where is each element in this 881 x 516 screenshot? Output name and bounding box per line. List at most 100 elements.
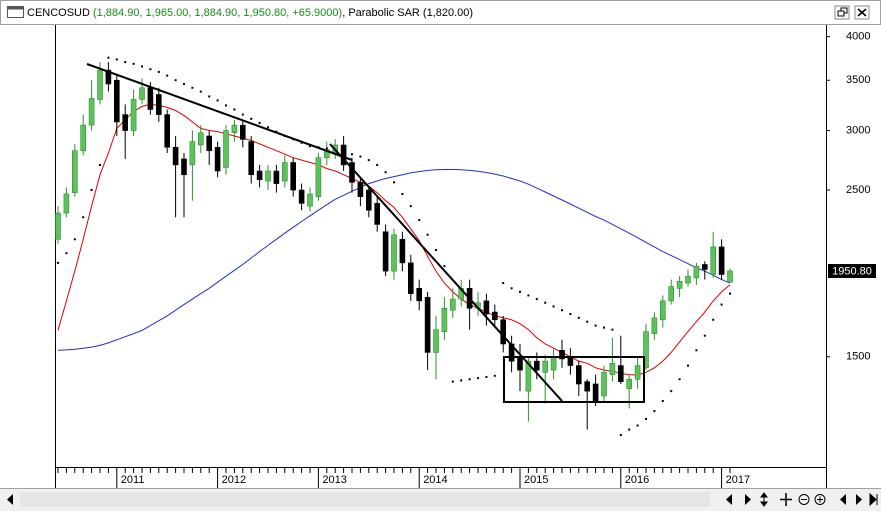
candle-body — [525, 360, 532, 392]
sar-dot — [729, 292, 731, 295]
candle-body — [685, 275, 691, 284]
candle-body — [668, 286, 675, 302]
candle-body — [601, 372, 607, 397]
sar-dot — [141, 65, 143, 68]
sar-dot — [99, 163, 101, 166]
sar-dot — [485, 375, 488, 378]
sar-dot — [477, 377, 479, 380]
sar-dot — [132, 62, 135, 65]
y-tick-label: 3500 — [846, 74, 870, 86]
pan-icon[interactable] — [780, 493, 792, 506]
candle-body — [416, 288, 423, 302]
candle-body — [181, 158, 187, 176]
scroll-left-glyph[interactable] — [7, 494, 13, 505]
x-tick-label: 2012 — [222, 474, 246, 486]
candle-body — [449, 298, 456, 311]
x-tick-label: 2015 — [524, 474, 548, 486]
indicator-label: , Parabolic SAR (1,820.00) — [342, 7, 473, 19]
candle-body — [357, 181, 364, 197]
x-tick-label: 2013 — [322, 474, 346, 486]
restore-glyph[interactable] — [837, 10, 845, 17]
candle-body — [424, 296, 431, 353]
candle-body — [323, 149, 330, 159]
zoom-minus-icon[interactable] — [798, 494, 810, 505]
sar-dot — [107, 56, 110, 59]
x-tick-label: 2017 — [726, 474, 750, 486]
candle-body — [114, 79, 120, 123]
candle-body — [533, 360, 540, 371]
candle-body — [584, 381, 591, 392]
y-tick-label: 4000 — [846, 31, 870, 43]
close-button[interactable] — [854, 5, 870, 20]
sar-dot — [628, 428, 631, 431]
candle-body — [265, 170, 271, 182]
restore-button[interactable] — [834, 5, 850, 20]
candle-body — [676, 281, 683, 289]
sar-dot — [149, 68, 152, 71]
sar-dot — [250, 117, 253, 120]
vertical-scale-icon[interactable] — [760, 492, 768, 507]
sar-dot — [342, 150, 345, 153]
sar-dot — [115, 58, 118, 61]
sar-dot — [57, 261, 59, 264]
zoom-out-icon[interactable] — [726, 494, 732, 505]
candle-body — [365, 189, 372, 211]
sar-dot — [468, 378, 471, 381]
last-price-label: 1950.80 — [832, 265, 872, 277]
sar-dot — [535, 298, 538, 301]
end-icon[interactable] — [869, 492, 878, 507]
sar-dot — [594, 324, 597, 327]
zoom-plus-glyph[interactable] — [817, 496, 823, 503]
sar-dot — [418, 219, 421, 222]
sar-dot — [451, 380, 454, 383]
candle-body — [273, 170, 280, 184]
range-box — [503, 356, 645, 403]
candle-body — [240, 124, 246, 140]
sar-dot — [527, 294, 530, 297]
sar-dot — [544, 301, 547, 304]
candle-body — [88, 98, 95, 126]
title-bar — [0, 0, 881, 25]
page-left-icon[interactable] — [840, 494, 846, 505]
candle-body — [97, 69, 103, 100]
candle-body — [139, 87, 145, 100]
sar-dot — [510, 287, 513, 290]
sar-dot — [216, 99, 219, 102]
sar-dot — [653, 410, 656, 413]
sar-dot — [351, 153, 353, 156]
candle-body — [500, 319, 507, 345]
candle-body — [441, 308, 448, 332]
candle-body — [407, 262, 414, 294]
candle-body — [198, 132, 204, 146]
candle-body — [693, 265, 700, 279]
sar-dot — [695, 349, 698, 352]
candle-body — [517, 356, 523, 371]
candle-body — [206, 135, 212, 152]
x-tick-label: 2014 — [423, 474, 447, 486]
sar-dot — [720, 303, 723, 306]
close-glyph[interactable] — [857, 8, 867, 17]
x-tick-label: 2011 — [121, 474, 145, 486]
scroll-left-button[interactable] — [7, 494, 13, 505]
plot: 4000 3500 3000 2500 1500 2011 2012 2013 2014 2015… — [55, 31, 870, 488]
sar-dot — [157, 70, 160, 73]
sar-dot — [712, 318, 715, 321]
x-tick-label: 2016 — [625, 474, 649, 486]
sar-dot — [603, 326, 605, 329]
candle-body — [55, 212, 61, 240]
ohlc-label: (1,884.90, 1,965.00, 1,884.90, 1,950.80,… — [93, 7, 342, 19]
candle-body — [626, 378, 633, 390]
sar-dot — [359, 155, 362, 158]
sar-dot — [82, 216, 85, 219]
sar-dot — [73, 238, 76, 241]
sar-dot — [166, 74, 169, 77]
candle-body — [727, 270, 733, 283]
scroll-track[interactable] — [20, 492, 710, 507]
candle-body — [315, 157, 322, 197]
sar-dot — [191, 86, 194, 89]
zoom-plus-icon[interactable] — [814, 494, 826, 505]
zoom-in-icon[interactable] — [745, 494, 751, 505]
sar-dot — [401, 192, 404, 195]
page-right-icon[interactable] — [856, 494, 862, 505]
